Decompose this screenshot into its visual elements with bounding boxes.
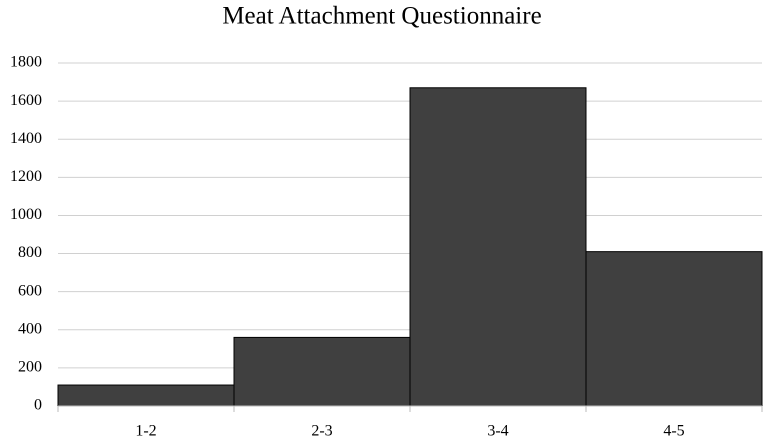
y-tick-label: 0 [34,397,42,414]
y-tick-label: 1000 [10,206,42,223]
bar [233,336,411,407]
y-tick-label: 1600 [10,92,42,109]
y-tick-label: 1400 [10,130,42,147]
y-tick-label: 800 [18,244,42,261]
bar [57,384,235,407]
bar [585,251,763,407]
chart-title: Meat Attachment Questionnaire [222,3,541,30]
y-tick-label: 200 [18,359,42,376]
y-tick-label: 400 [18,320,42,337]
y-tick-label: 1200 [10,168,42,185]
y-tick-label: 1800 [10,54,42,71]
x-tick-label: 3-4 [487,423,508,440]
x-tick-label: 1-2 [135,423,156,440]
x-tick-label: 2-3 [311,423,332,440]
x-tick-label: 4-5 [663,423,684,440]
y-tick-label: 600 [18,282,42,299]
bar [409,87,587,407]
